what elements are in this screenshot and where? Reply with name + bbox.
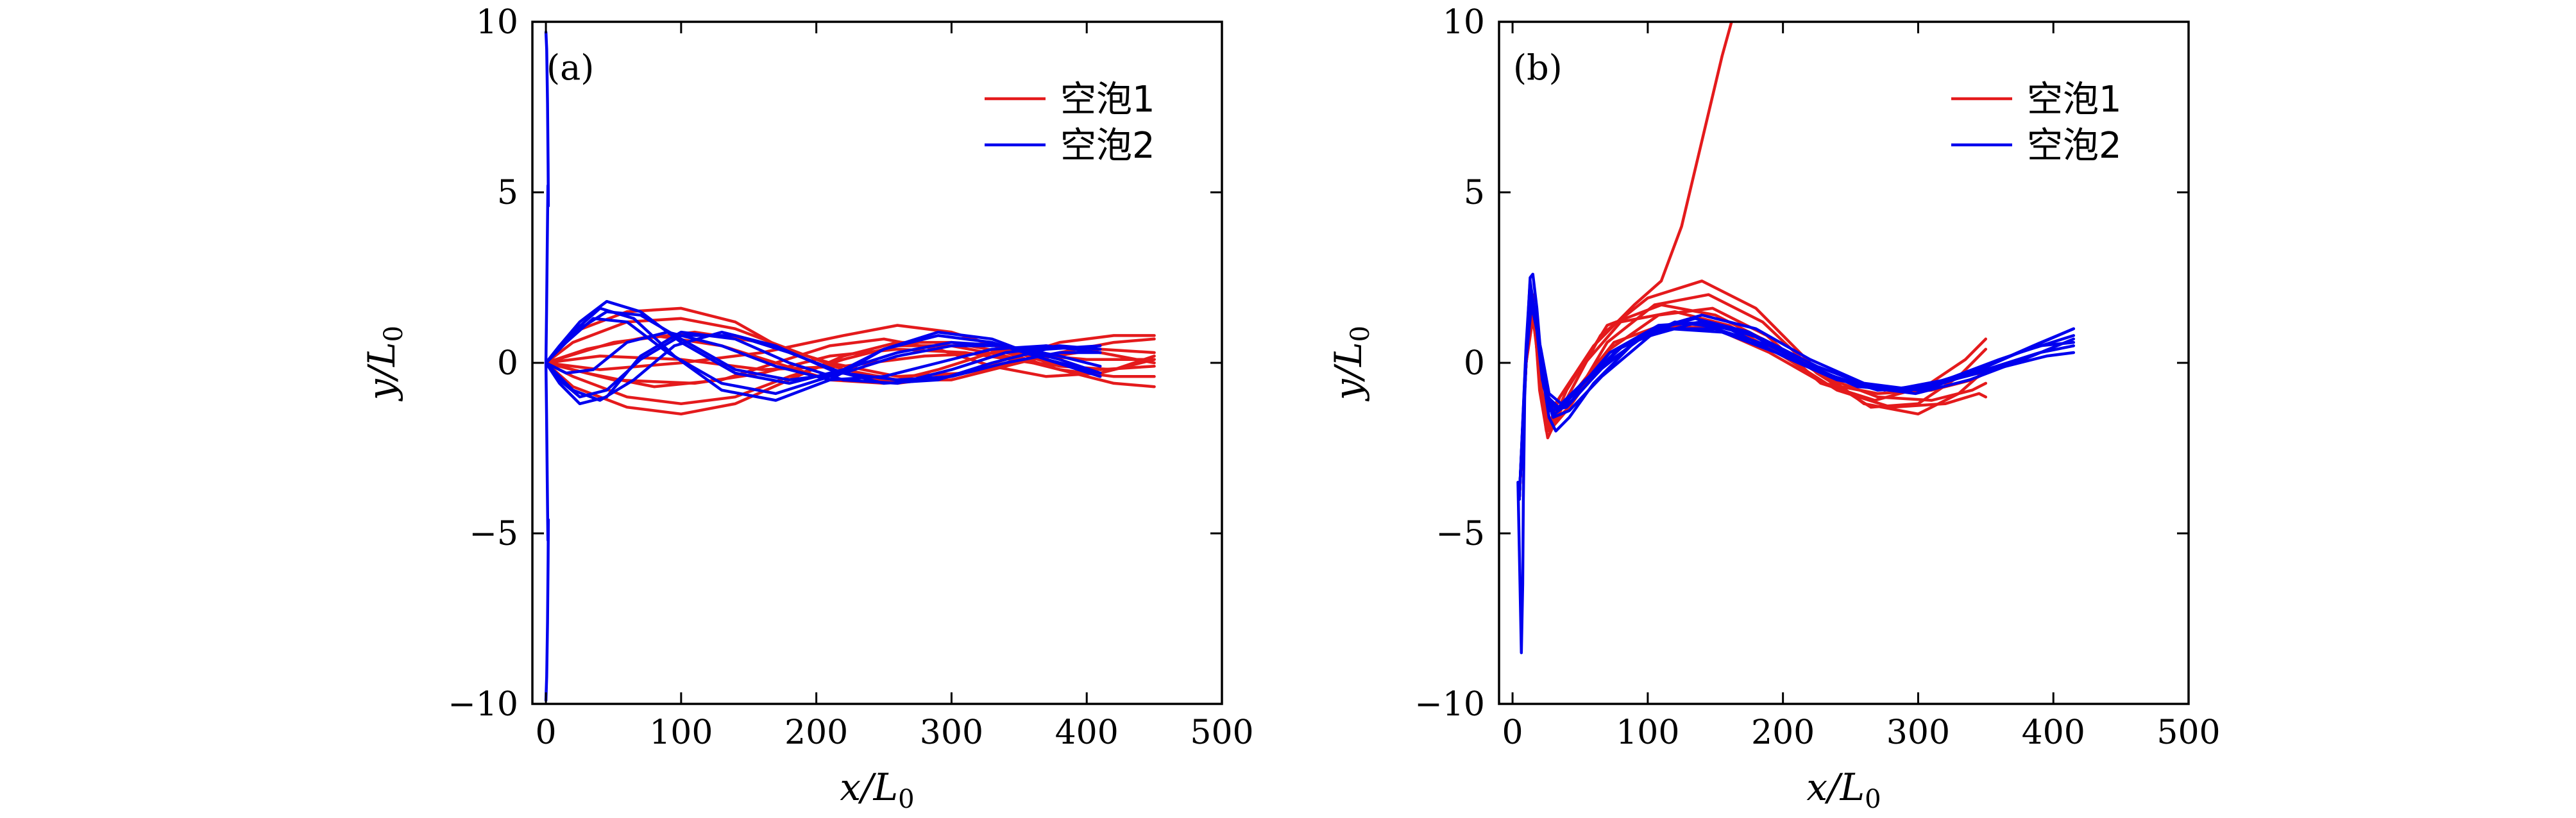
x-tick-label: 100 (1616, 714, 1679, 752)
y-tick-label: −5 (1436, 515, 1485, 553)
series-2-line-7 (544, 330, 1102, 381)
legend-label: 空泡1 (1060, 79, 1155, 121)
y-axis-label: y/L0 (360, 326, 409, 402)
legend-label: 空泡1 (2027, 79, 2122, 121)
x-tick-label: 300 (920, 714, 983, 752)
x-tick-label: 0 (1502, 714, 1523, 752)
x-tick-label: 300 (1886, 714, 1950, 752)
y-tick-label: −10 (448, 685, 518, 724)
plot-area (1516, 22, 2076, 655)
series-2-line-4 (1518, 290, 2076, 501)
series-2-line-1 (1516, 272, 2076, 655)
x-axis-label: x/L0 (840, 765, 914, 814)
x-tick-label: 400 (1055, 714, 1119, 752)
y-tick-label: −5 (469, 515, 518, 553)
x-tick-label: 200 (1751, 714, 1815, 752)
x-tick-label: 400 (2022, 714, 2085, 752)
y-axis-label: y/L0 (1326, 326, 1375, 402)
series-2-line-9 (544, 330, 1102, 402)
x-tick-label: 0 (536, 714, 557, 752)
y-tick-label: 5 (1464, 174, 1485, 212)
y-tick-label: 0 (1464, 344, 1485, 383)
plot-area (544, 30, 1156, 702)
series-2-line-6 (544, 317, 1102, 396)
x-tick-label: 200 (784, 714, 848, 752)
y-tick-label: 10 (1443, 3, 1485, 42)
legend-label: 空泡2 (1060, 125, 1155, 167)
series-2-line-3 (1518, 286, 2076, 501)
series-1-line-4 (544, 344, 1156, 406)
panel-a: 0 100 200 300 400 500 −10 −5 0 5 10 x/L0 y/L0 (a) 空泡1空… (360, 3, 1254, 814)
x-tick-label: 500 (2157, 714, 2220, 752)
series-2-line-5 (1518, 296, 2076, 501)
x-axis-label: x/L0 (1806, 765, 1881, 814)
series-1-line-6 (544, 337, 1156, 388)
legend-label: 空泡2 (2027, 125, 2122, 167)
series-2-line-7 (1518, 283, 2076, 501)
series-2-line-2 (1518, 280, 2076, 501)
y-tick-label: 0 (497, 344, 518, 383)
series-2-line-4 (544, 330, 1102, 406)
y-tick-label: 10 (476, 3, 518, 42)
series-1-line-3 (1518, 293, 1988, 501)
panel-label: (b) (1513, 47, 1563, 88)
panel-b: 0 100 200 300 400 500 −10 −5 0 5 10 x/L0 y/L0 (b) 空泡1空… (1326, 3, 2221, 814)
series-2-line-8 (544, 306, 1102, 402)
panel-label: (a) (547, 47, 594, 88)
x-tick-label: 500 (1190, 714, 1253, 752)
y-tick-label: 5 (497, 174, 518, 212)
y-tick-label: −10 (1414, 685, 1485, 724)
x-tick-label: 100 (649, 714, 713, 752)
series-1-line-7 (1518, 310, 1988, 501)
